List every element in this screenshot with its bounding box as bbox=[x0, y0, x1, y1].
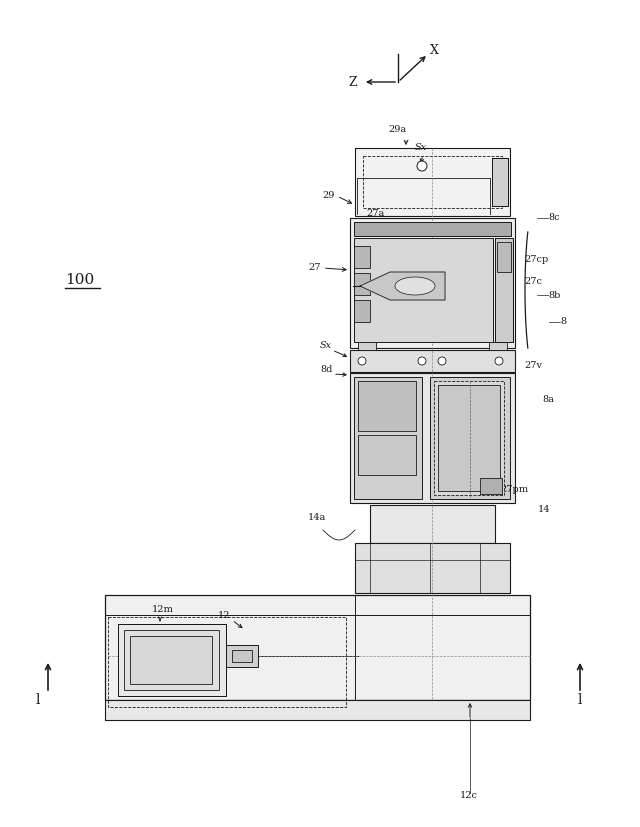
Text: 29a: 29a bbox=[388, 126, 406, 135]
Text: 8: 8 bbox=[560, 318, 566, 327]
Bar bbox=[355, 148, 510, 216]
Text: 12c: 12c bbox=[460, 791, 478, 800]
Bar bbox=[355, 543, 510, 593]
Bar bbox=[438, 385, 500, 491]
Text: 8b: 8b bbox=[548, 290, 561, 299]
Text: Z: Z bbox=[348, 75, 356, 88]
Text: 100: 100 bbox=[65, 273, 94, 287]
Bar bbox=[350, 373, 515, 503]
Text: 27pm: 27pm bbox=[500, 485, 528, 495]
Bar bbox=[354, 300, 370, 322]
Text: 12m: 12m bbox=[152, 605, 174, 614]
Bar bbox=[118, 624, 226, 696]
Bar bbox=[130, 636, 212, 684]
Bar bbox=[492, 158, 508, 206]
Polygon shape bbox=[360, 272, 445, 300]
Bar bbox=[489, 342, 507, 350]
Circle shape bbox=[438, 357, 446, 365]
Text: 8a: 8a bbox=[542, 395, 554, 404]
Text: 27a: 27a bbox=[366, 209, 384, 218]
Text: l: l bbox=[36, 693, 40, 707]
Text: 8d: 8d bbox=[320, 366, 332, 375]
Bar bbox=[495, 238, 513, 342]
Text: 27cp: 27cp bbox=[524, 256, 548, 265]
Bar bbox=[124, 630, 219, 690]
Bar bbox=[354, 246, 370, 268]
Bar bbox=[430, 377, 510, 499]
Bar bbox=[354, 222, 511, 236]
Text: X: X bbox=[430, 44, 439, 56]
Bar bbox=[105, 700, 530, 720]
Text: 27v: 27v bbox=[524, 361, 542, 370]
Circle shape bbox=[358, 357, 366, 365]
Circle shape bbox=[495, 357, 503, 365]
Bar bbox=[358, 342, 376, 350]
Bar bbox=[358, 381, 416, 431]
Text: 14: 14 bbox=[538, 505, 550, 514]
Bar bbox=[354, 377, 422, 499]
Text: Sx: Sx bbox=[415, 144, 427, 152]
Bar bbox=[370, 505, 495, 543]
Text: 29: 29 bbox=[322, 192, 334, 200]
Circle shape bbox=[417, 161, 427, 171]
Text: 12: 12 bbox=[218, 611, 230, 620]
Bar bbox=[497, 242, 511, 272]
Circle shape bbox=[418, 357, 426, 365]
Text: 27: 27 bbox=[308, 264, 321, 273]
Text: 14a: 14a bbox=[308, 514, 326, 523]
Bar bbox=[434, 381, 504, 495]
Bar bbox=[495, 238, 513, 342]
Bar bbox=[105, 595, 530, 700]
Bar bbox=[358, 435, 416, 475]
Bar bbox=[108, 617, 346, 707]
Bar bbox=[354, 238, 493, 342]
Bar bbox=[350, 218, 515, 348]
Bar bbox=[492, 158, 508, 206]
Text: Sx: Sx bbox=[320, 341, 332, 350]
Text: 27c: 27c bbox=[524, 278, 542, 286]
Bar bbox=[118, 624, 226, 696]
Bar bbox=[363, 156, 502, 208]
Bar bbox=[354, 273, 370, 295]
Text: l: l bbox=[578, 693, 582, 707]
Ellipse shape bbox=[395, 277, 435, 295]
Bar bbox=[480, 478, 502, 494]
Bar bbox=[226, 645, 258, 667]
Text: 8c: 8c bbox=[548, 213, 559, 222]
Bar bbox=[350, 350, 515, 372]
Bar bbox=[232, 650, 252, 662]
